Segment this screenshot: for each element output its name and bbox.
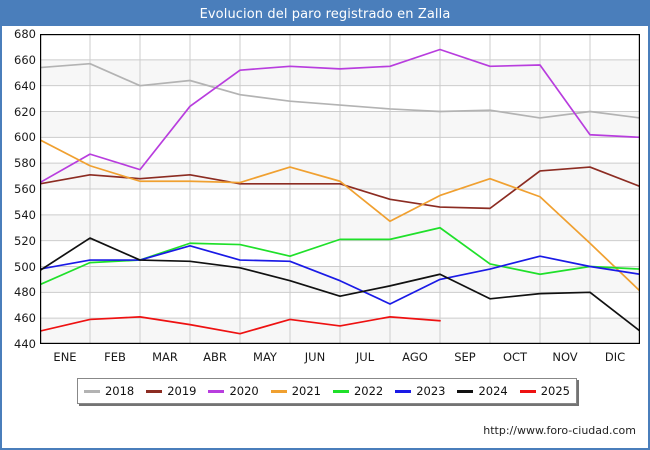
x-axis-tick-label-abr: ABR [203, 350, 227, 364]
y-axis-tick-label: 480 [14, 285, 36, 300]
legend-swatch-2018 [83, 389, 100, 393]
y-axis-tick-label: 620 [14, 104, 36, 119]
x-axis-tick-label-ene: ENE [53, 350, 77, 364]
x-axis-tick-label-may: MAY [253, 350, 277, 364]
window-title-bar: Evolucion del paro registrado en Zalla [2, 2, 648, 26]
legend-item-2025[interactable]: 2025 [519, 384, 571, 398]
series-line-2019 [40, 166, 640, 210]
x-axis-tick-label-feb: FEB [104, 350, 126, 364]
x-axis-tick-label-jul: JUL [355, 350, 375, 364]
x-axis-tick-label-ago: AGO [402, 350, 428, 364]
legend-item-2018[interactable]: 2018 [83, 384, 135, 398]
x-axis-tick-label-mar: MAR [152, 350, 178, 364]
source-url: http://www.foro-ciudad.com [483, 424, 636, 437]
legend-label-2025: 2025 [540, 384, 571, 398]
x-axis-tick-label-sep: SEP [454, 350, 476, 364]
legend-item-2022[interactable]: 2022 [332, 384, 384, 398]
plot-frame [40, 34, 640, 344]
y-axis-tick-label: 500 [14, 259, 36, 274]
legend-item-2023[interactable]: 2023 [395, 384, 446, 398]
legend-item-2021[interactable]: 2021 [270, 384, 322, 398]
legend-label-2018: 2018 [104, 384, 135, 398]
legend-item-2024[interactable]: 2024 [457, 384, 508, 398]
y-axis-tick-label: 520 [14, 233, 36, 248]
y-axis-tick-labels: 440 460 480 500 520 540 560 580 600 620 640 660 680 [2, 27, 36, 351]
y-axis-tick-label: 640 [14, 78, 36, 93]
legend-label-2019: 2019 [167, 384, 197, 398]
chart-legend: 2018 2019 2020 2021 2022 2023 2024 2025 [77, 378, 577, 404]
x-axis-tick-label-dic: DIC [604, 350, 626, 364]
series-line-2018 [40, 62, 640, 119]
y-axis-tick-label: 440 [14, 337, 36, 351]
x-axis-tick-label-jun: JUN [304, 350, 326, 364]
legend-swatch-2021 [270, 389, 287, 393]
legend-label-2024: 2024 [478, 384, 508, 398]
y-axis-tick-label: 580 [14, 156, 36, 171]
y-axis-tick-label: 600 [14, 130, 36, 145]
series-line-2021 [40, 139, 640, 292]
series-line-2024 [40, 237, 640, 332]
y-axis-tick-label: 460 [14, 311, 36, 326]
legend-swatch-2023 [395, 389, 412, 393]
y-axis-tick-label: 680 [14, 27, 36, 41]
series-line-2020 [40, 48, 640, 184]
legend-label-2023: 2023 [416, 384, 446, 398]
y-axis-tick-label: 660 [14, 52, 36, 67]
legend-swatch-2024 [457, 389, 474, 393]
x-axis-tick-label-nov: NOV [552, 350, 578, 364]
legend-swatch-2019 [146, 389, 163, 393]
legend-swatch-2020 [208, 389, 225, 393]
line-chart-svg [40, 34, 640, 344]
y-axis-tick-label: 540 [14, 207, 36, 222]
x-axis-tick-label-oct: OCT [502, 350, 528, 364]
legend-label-2020: 2020 [229, 384, 259, 398]
legend-label-2022: 2022 [353, 384, 384, 398]
series-line-2025 [40, 316, 441, 335]
page-title: Evolucion del paro registrado en Zalla [199, 6, 451, 22]
legend-label-2021: 2021 [291, 384, 322, 398]
chart-area: 440 460 480 500 520 540 560 580 600 620 640 660 680 … [2, 26, 648, 448]
legend-swatch-2025 [519, 389, 536, 393]
y-axis-tick-label: 560 [14, 182, 36, 196]
legend-item-2020[interactable]: 2020 [208, 384, 259, 398]
legend-swatch-2022 [332, 389, 349, 393]
x-axis-tick-labels: ENE FEB MAR ABR MAY JUN JUL AGO SEP OCT NOV DIC [40, 346, 640, 366]
plot-region [40, 34, 640, 344]
legend-item-2019[interactable]: 2019 [146, 384, 197, 398]
